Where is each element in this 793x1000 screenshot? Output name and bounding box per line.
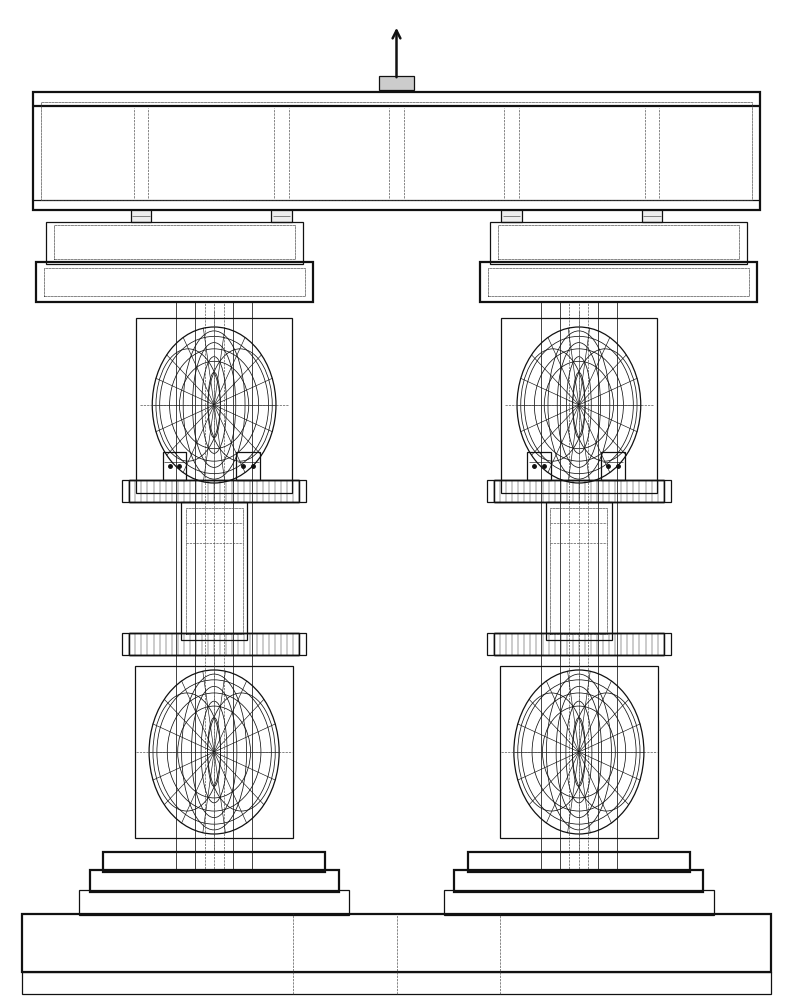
Bar (129, 480, 299, 502)
Bar (480, 262, 757, 302)
Bar (490, 222, 747, 264)
Bar (444, 890, 714, 915)
Bar (22, 972, 771, 994)
Bar (601, 452, 625, 480)
Bar (454, 870, 703, 892)
Bar (22, 914, 771, 972)
Bar (122, 480, 306, 502)
Bar (500, 666, 658, 838)
Bar (54, 225, 295, 259)
Bar (527, 452, 551, 480)
Bar (487, 480, 671, 502)
Bar (271, 210, 292, 222)
Bar (550, 508, 607, 634)
Bar (501, 318, 657, 493)
Bar (468, 852, 690, 872)
Bar (494, 480, 664, 502)
Bar (131, 210, 151, 222)
Bar (33, 92, 760, 210)
Bar (129, 633, 299, 655)
Bar (487, 633, 671, 655)
Bar (181, 502, 247, 640)
Bar (44, 268, 305, 296)
Bar (488, 268, 749, 296)
Bar (135, 666, 293, 838)
Bar (103, 852, 325, 872)
Bar (236, 452, 260, 480)
Bar (122, 633, 306, 655)
Bar (41, 102, 752, 200)
Bar (498, 225, 739, 259)
Bar (129, 633, 299, 655)
Bar (494, 633, 664, 655)
Bar (136, 318, 292, 493)
Bar (546, 502, 612, 640)
Bar (501, 210, 522, 222)
Bar (90, 870, 339, 892)
Bar (186, 508, 243, 634)
Bar (129, 480, 299, 502)
Bar (163, 452, 186, 480)
Bar (79, 890, 349, 915)
Bar (36, 262, 313, 302)
Bar (46, 222, 303, 264)
Bar (494, 633, 664, 655)
Bar (379, 76, 414, 90)
Bar (494, 480, 664, 502)
Bar (642, 210, 662, 222)
